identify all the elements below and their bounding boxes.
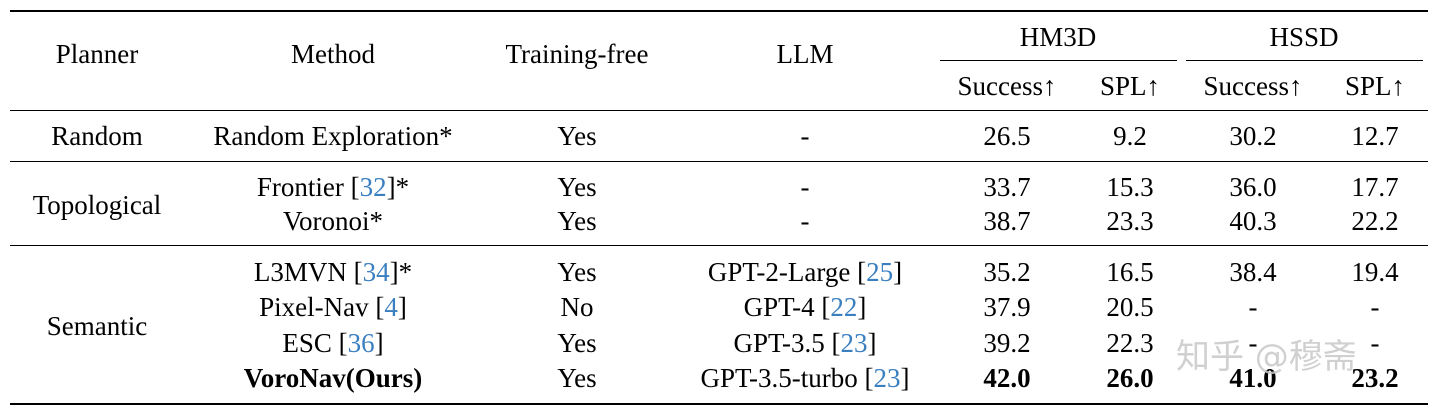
hm3d-spl-cell: 20.5 [1106, 292, 1154, 322]
citation-link[interactable]: 23 [840, 328, 868, 358]
hm3d-underline [940, 60, 1177, 61]
training-free-cell: Yes [557, 328, 597, 358]
header-training-free: Training-free [505, 39, 649, 69]
training-free-cell: Yes [557, 363, 597, 393]
hssd-spl-cell: 23.2 [1351, 363, 1399, 393]
hssd-spl-cell: 19.4 [1351, 257, 1399, 287]
header-hm3d-success: Success↑ [957, 71, 1057, 101]
citation-link[interactable]: 32 [359, 172, 387, 202]
llm-name: GPT-2-Large [ [707, 257, 867, 287]
llm-cell: GPT-4 [22] [744, 292, 867, 322]
citation-link[interactable]: 22 [830, 292, 858, 322]
hssd-underline [1186, 60, 1423, 61]
hssd-spl-cell: 22.2 [1351, 206, 1399, 236]
training-free-cell: Yes [557, 121, 597, 151]
method-cell: Voronoi* [283, 206, 383, 236]
header-method: Method [291, 39, 375, 69]
planner-topological: Topological [32, 190, 162, 220]
hssd-success-cell: 30.2 [1229, 121, 1277, 151]
llm-cell: GPT-3.5-turbo [23] [701, 363, 910, 393]
llm-cell: - [800, 172, 810, 202]
hm3d-success-cell: 42.0 [983, 363, 1031, 393]
hssd-success-cell: - [1248, 328, 1258, 358]
method-cell: L3MVN [34]* [254, 257, 412, 287]
hssd-spl-cell: - [1370, 328, 1380, 358]
hssd-success-cell: 40.3 [1229, 206, 1277, 236]
citation-link[interactable]: 25 [866, 257, 894, 287]
method-suffix: * [439, 121, 453, 151]
hm3d-spl-cell: 9.2 [1113, 121, 1147, 151]
watermark-text: 知乎 @穆斋 [1176, 337, 1357, 377]
hssd-spl-cell: - [1370, 292, 1380, 322]
method-name: Frontier [ [256, 172, 360, 202]
header-hm3d: HM3D [1019, 22, 1097, 52]
bracket-close: ] [893, 257, 903, 287]
method-name: VoroNav(Ours) [243, 363, 423, 393]
method-name: Random Exploration [213, 121, 440, 151]
hm3d-spl-cell: 22.3 [1106, 328, 1154, 358]
hssd-success-cell: 38.4 [1229, 257, 1277, 287]
method-cell: ESC [36] [282, 328, 383, 358]
hssd-spl-cell: 17.7 [1351, 172, 1399, 202]
hssd-success-cell: 41.0 [1229, 363, 1277, 393]
citation-link[interactable]: 36 [347, 328, 375, 358]
method-name: ESC [ [282, 328, 348, 358]
header-hssd: HSSD [1269, 22, 1339, 52]
training-free-cell: Yes [557, 257, 597, 287]
method-name: Voronoi [282, 206, 370, 236]
hssd-success-cell: - [1248, 292, 1258, 322]
hm3d-success-cell: 35.2 [983, 257, 1031, 287]
hm3d-success-cell: 38.7 [983, 206, 1031, 236]
random-rule [10, 161, 1428, 162]
header-planner: Planner [55, 39, 139, 69]
method-suffix: ]* [389, 257, 413, 287]
hm3d-success-cell: 33.7 [983, 172, 1031, 202]
hm3d-spl-cell: 26.0 [1106, 363, 1154, 393]
llm-name: GPT-3.5-turbo [ [700, 363, 874, 393]
hm3d-spl-cell: 23.3 [1106, 206, 1154, 236]
hssd-success-cell: 36.0 [1229, 172, 1277, 202]
llm-name: GPT-3.5 [ [733, 328, 841, 358]
citation-link[interactable]: 4 [384, 292, 398, 322]
hm3d-success-cell: 39.2 [983, 328, 1031, 358]
planner-semantic: Semantic [46, 311, 148, 341]
topological-rule [10, 245, 1428, 246]
bracket-close: ] [867, 328, 877, 358]
method-cell: Pixel-Nav [4] [259, 292, 407, 322]
method-suffix: ] [374, 328, 384, 358]
method-cell-ours: VoroNav(Ours) [244, 363, 423, 393]
method-suffix: ]* [386, 172, 410, 202]
hm3d-spl-cell: 16.5 [1106, 257, 1154, 287]
citation-link[interactable]: 23 [873, 363, 901, 393]
header-hssd-spl: SPL↑ [1344, 71, 1406, 101]
llm-cell: - [800, 121, 810, 151]
planner-random: Random [51, 121, 143, 151]
hm3d-spl-cell: 15.3 [1106, 172, 1154, 202]
training-free-cell: Yes [557, 206, 597, 236]
method-name: L3MVN [ [253, 257, 363, 287]
llm-cell: GPT-3.5 [23] [733, 328, 876, 358]
citation-link[interactable]: 34 [362, 257, 390, 287]
bottom-rule [10, 403, 1428, 405]
training-free-cell: Yes [557, 172, 597, 202]
header-llm: LLM [776, 39, 834, 69]
method-cell: Random Exploration* [213, 121, 452, 151]
header-hm3d-spl: SPL↑ [1099, 71, 1161, 101]
method-suffix: ] [397, 292, 407, 322]
training-free-cell: No [560, 292, 594, 322]
method-cell: Frontier [32]* [257, 172, 409, 202]
llm-cell: GPT-2-Large [25] [708, 257, 902, 287]
llm-name: GPT-4 [ [743, 292, 831, 322]
header-rule [10, 110, 1428, 111]
method-name: Pixel-Nav [ [259, 292, 385, 322]
hm3d-success-cell: 26.5 [983, 121, 1031, 151]
header-hssd-success: Success↑ [1203, 71, 1303, 101]
bracket-close: ] [857, 292, 867, 322]
hm3d-success-cell: 37.9 [983, 292, 1031, 322]
bracket-close: ] [900, 363, 910, 393]
hssd-spl-cell: 12.7 [1351, 121, 1399, 151]
top-rule [10, 10, 1428, 12]
method-suffix: * [369, 206, 384, 236]
llm-cell: - [800, 206, 810, 236]
